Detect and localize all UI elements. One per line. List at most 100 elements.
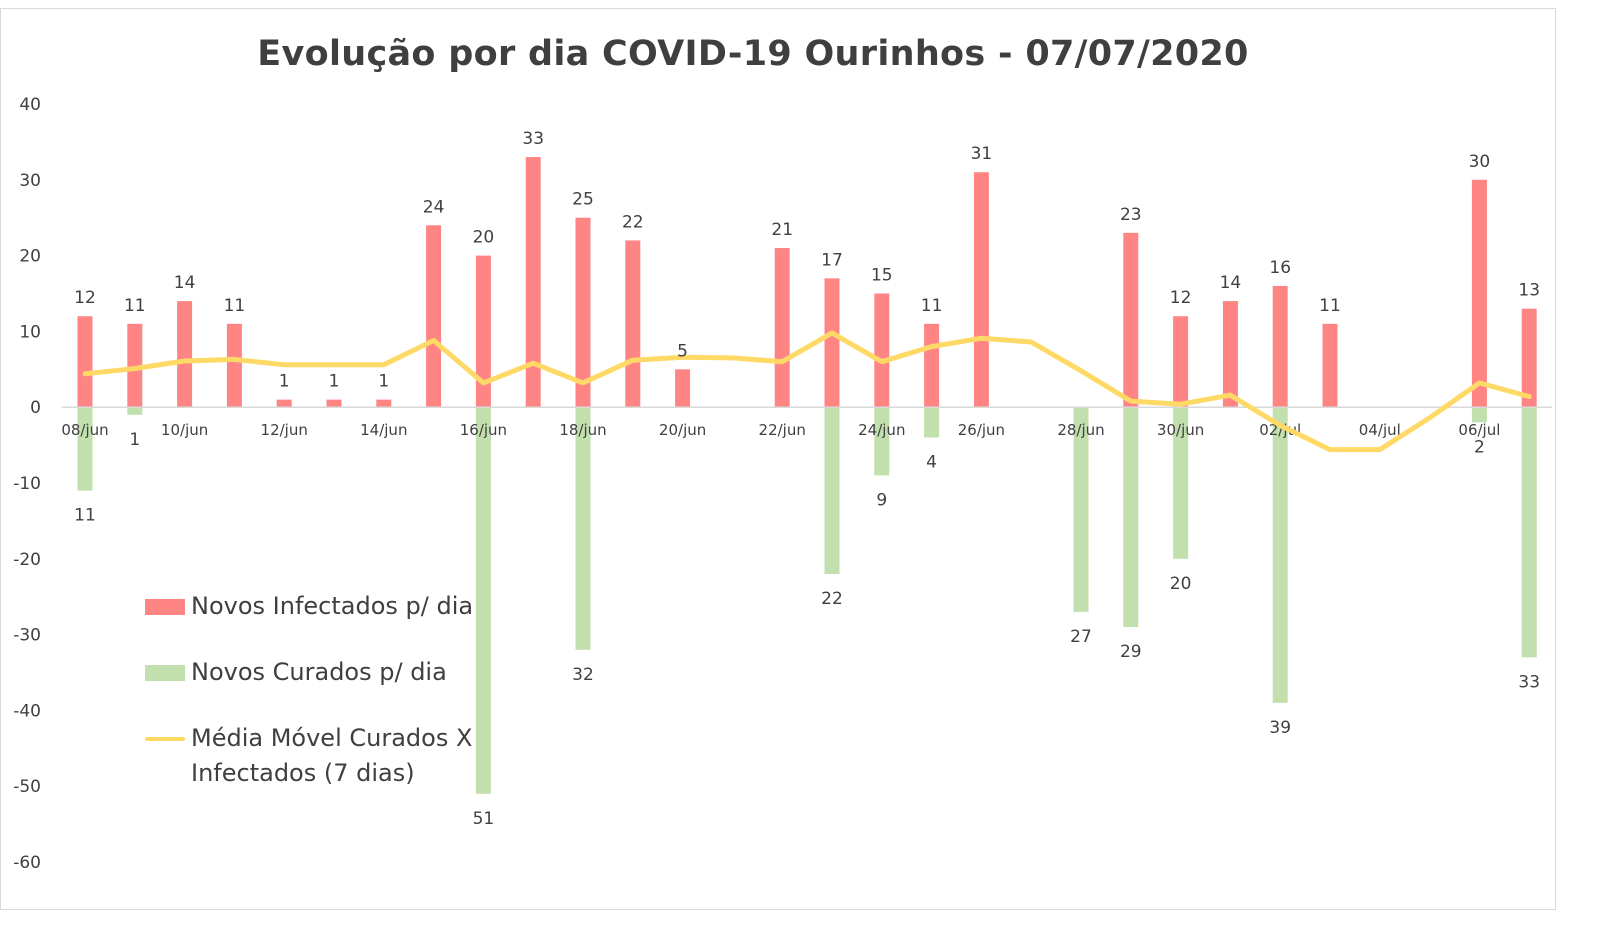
infected-data-label: 31: [971, 144, 993, 164]
infected-bar-02-jul: [1272, 285, 1288, 408]
infected-data-label: 30: [1469, 152, 1491, 172]
cured-bar-18-jun: [575, 407, 591, 650]
infected-data-label: 1: [279, 372, 290, 392]
cured-data-label: 20: [1170, 574, 1192, 594]
infected-bar-16-jun: [475, 255, 491, 408]
infected-data-label: 21: [771, 220, 793, 240]
legend-swatch-infected: [145, 599, 185, 615]
cured-data-label: 22: [821, 589, 843, 609]
infected-data-label: 11: [124, 296, 146, 316]
cured-bar-02-jul: [1272, 407, 1288, 703]
y-tick-label: -30: [13, 626, 41, 646]
x-tick-label: 14/jun: [360, 421, 407, 439]
infected-bar-09-jun: [127, 323, 143, 408]
cured-bar-25-jun: [924, 407, 940, 438]
infected-bar-19-jun: [625, 240, 641, 408]
infected-bar-26-jun: [973, 172, 989, 408]
infected-data-label: 11: [1319, 296, 1341, 316]
cured-data-label: 29: [1120, 642, 1142, 662]
y-tick-label: -60: [13, 853, 41, 873]
infected-data-label: 5: [677, 341, 688, 361]
legend-label-infected: Novos Infectados p/ dia: [191, 592, 474, 620]
legend-swatch-average: [145, 737, 185, 741]
infected-data-label: 23: [1120, 205, 1142, 225]
legend-item-cured: Novos Curados p/ dia: [145, 655, 475, 690]
y-tick-label: 40: [19, 95, 41, 115]
infected-bar-14-jun: [376, 399, 392, 408]
infected-bar-24-jun: [874, 293, 890, 408]
x-tick-label: 04/jul: [1359, 421, 1401, 439]
infected-bar-17-jun: [525, 157, 541, 408]
x-tick-label: 08/jun: [61, 421, 108, 439]
cured-data-label: 1: [129, 430, 140, 450]
y-tick-label: 10: [19, 322, 41, 342]
y-tick-label: -40: [13, 701, 41, 721]
x-tick-label: 06/jul: [1458, 421, 1500, 439]
infected-bar-13-jun: [326, 399, 342, 408]
infected-bar-20-jun: [675, 369, 691, 408]
infected-data-label: 15: [871, 266, 893, 286]
cured-data-label: 39: [1269, 718, 1291, 738]
y-tick-label: -50: [13, 777, 41, 797]
cured-data-label: 2: [1474, 437, 1485, 457]
cured-bar-23-jun: [824, 407, 840, 574]
cured-bar-30-jun: [1173, 407, 1189, 559]
y-tick-label: 20: [19, 247, 41, 267]
chart-frame: [0, 8, 1556, 910]
legend-swatch-cured: [145, 665, 185, 681]
x-tick-label: 26/jun: [958, 421, 1005, 439]
legend-label-average-1: Média Móvel Curados X: [191, 724, 473, 752]
legend-label-average-2: Infectados (7 dias): [191, 759, 415, 787]
cured-bar-28-jun: [1073, 407, 1089, 612]
infected-bar-11-jun: [226, 323, 242, 408]
x-tick-label: 02/jul: [1259, 421, 1301, 439]
infected-data-label: 24: [423, 197, 445, 217]
cured-bar-16-jun: [475, 407, 491, 794]
legend-item-average: Média Móvel Curados X Infectados (7 dias…: [145, 721, 475, 791]
average-line: [82, 330, 1532, 453]
infected-bar-10-jun: [177, 301, 193, 408]
infected-data-label: 1: [329, 372, 340, 392]
infected-bar-23-jun: [824, 278, 840, 408]
infected-data-label: 25: [572, 190, 594, 210]
cured-data-label: 33: [1518, 672, 1540, 692]
y-tick-label: 30: [19, 171, 41, 191]
bars-layer: [77, 157, 1537, 794]
infected-data-label: 1: [378, 372, 389, 392]
infected-bar-06-jul: [1471, 179, 1487, 408]
infected-data-label: 17: [821, 250, 843, 270]
y-tick-label: -20: [13, 550, 41, 570]
infected-bar-30-jun: [1173, 316, 1189, 408]
cured-bar-09-jun: [127, 407, 143, 415]
chart-title: Evolução por dia COVID-19 Ourinhos - 07/…: [257, 34, 1249, 74]
infected-data-label: 14: [174, 273, 196, 293]
infected-bar-29-jun: [1123, 232, 1139, 408]
infected-data-label: 20: [473, 228, 495, 248]
infected-data-label: 11: [921, 296, 943, 316]
x-tick-label: 20/jun: [659, 421, 706, 439]
cured-bar-07-jul: [1521, 407, 1537, 658]
infected-bar-08-jun: [77, 316, 93, 408]
infected-bar-03-jul: [1322, 323, 1338, 408]
cured-data-label: 9: [876, 490, 887, 510]
cured-data-label: 27: [1070, 627, 1092, 647]
x-tick-label: 30/jun: [1157, 421, 1204, 439]
y-tick-label: -10: [13, 474, 41, 494]
infected-bar-18-jun: [575, 217, 591, 408]
cured-bar-29-jun: [1123, 407, 1139, 628]
cured-data-label: 51: [473, 809, 495, 829]
x-tick-label: 12/jun: [261, 421, 308, 439]
infected-bar-15-jun: [426, 225, 442, 408]
axis-layer: 40 30 20 10 0 -10 -20 -30 -40 -50 -60 08/jun 10/jun 1…: [13, 95, 1552, 873]
x-tick-label: 16/jun: [460, 421, 507, 439]
cured-data-label: 4: [926, 453, 937, 473]
x-tick-label: 24/jun: [858, 421, 905, 439]
infected-data-label: 11: [224, 296, 246, 316]
infected-data-label: 12: [1170, 288, 1192, 308]
cured-bar-24-jun: [874, 407, 890, 476]
legend-item-infected: Novos Infectados p/ dia: [145, 589, 475, 624]
average-line-layer: [82, 330, 1532, 453]
x-tick-label: 28/jun: [1057, 421, 1104, 439]
